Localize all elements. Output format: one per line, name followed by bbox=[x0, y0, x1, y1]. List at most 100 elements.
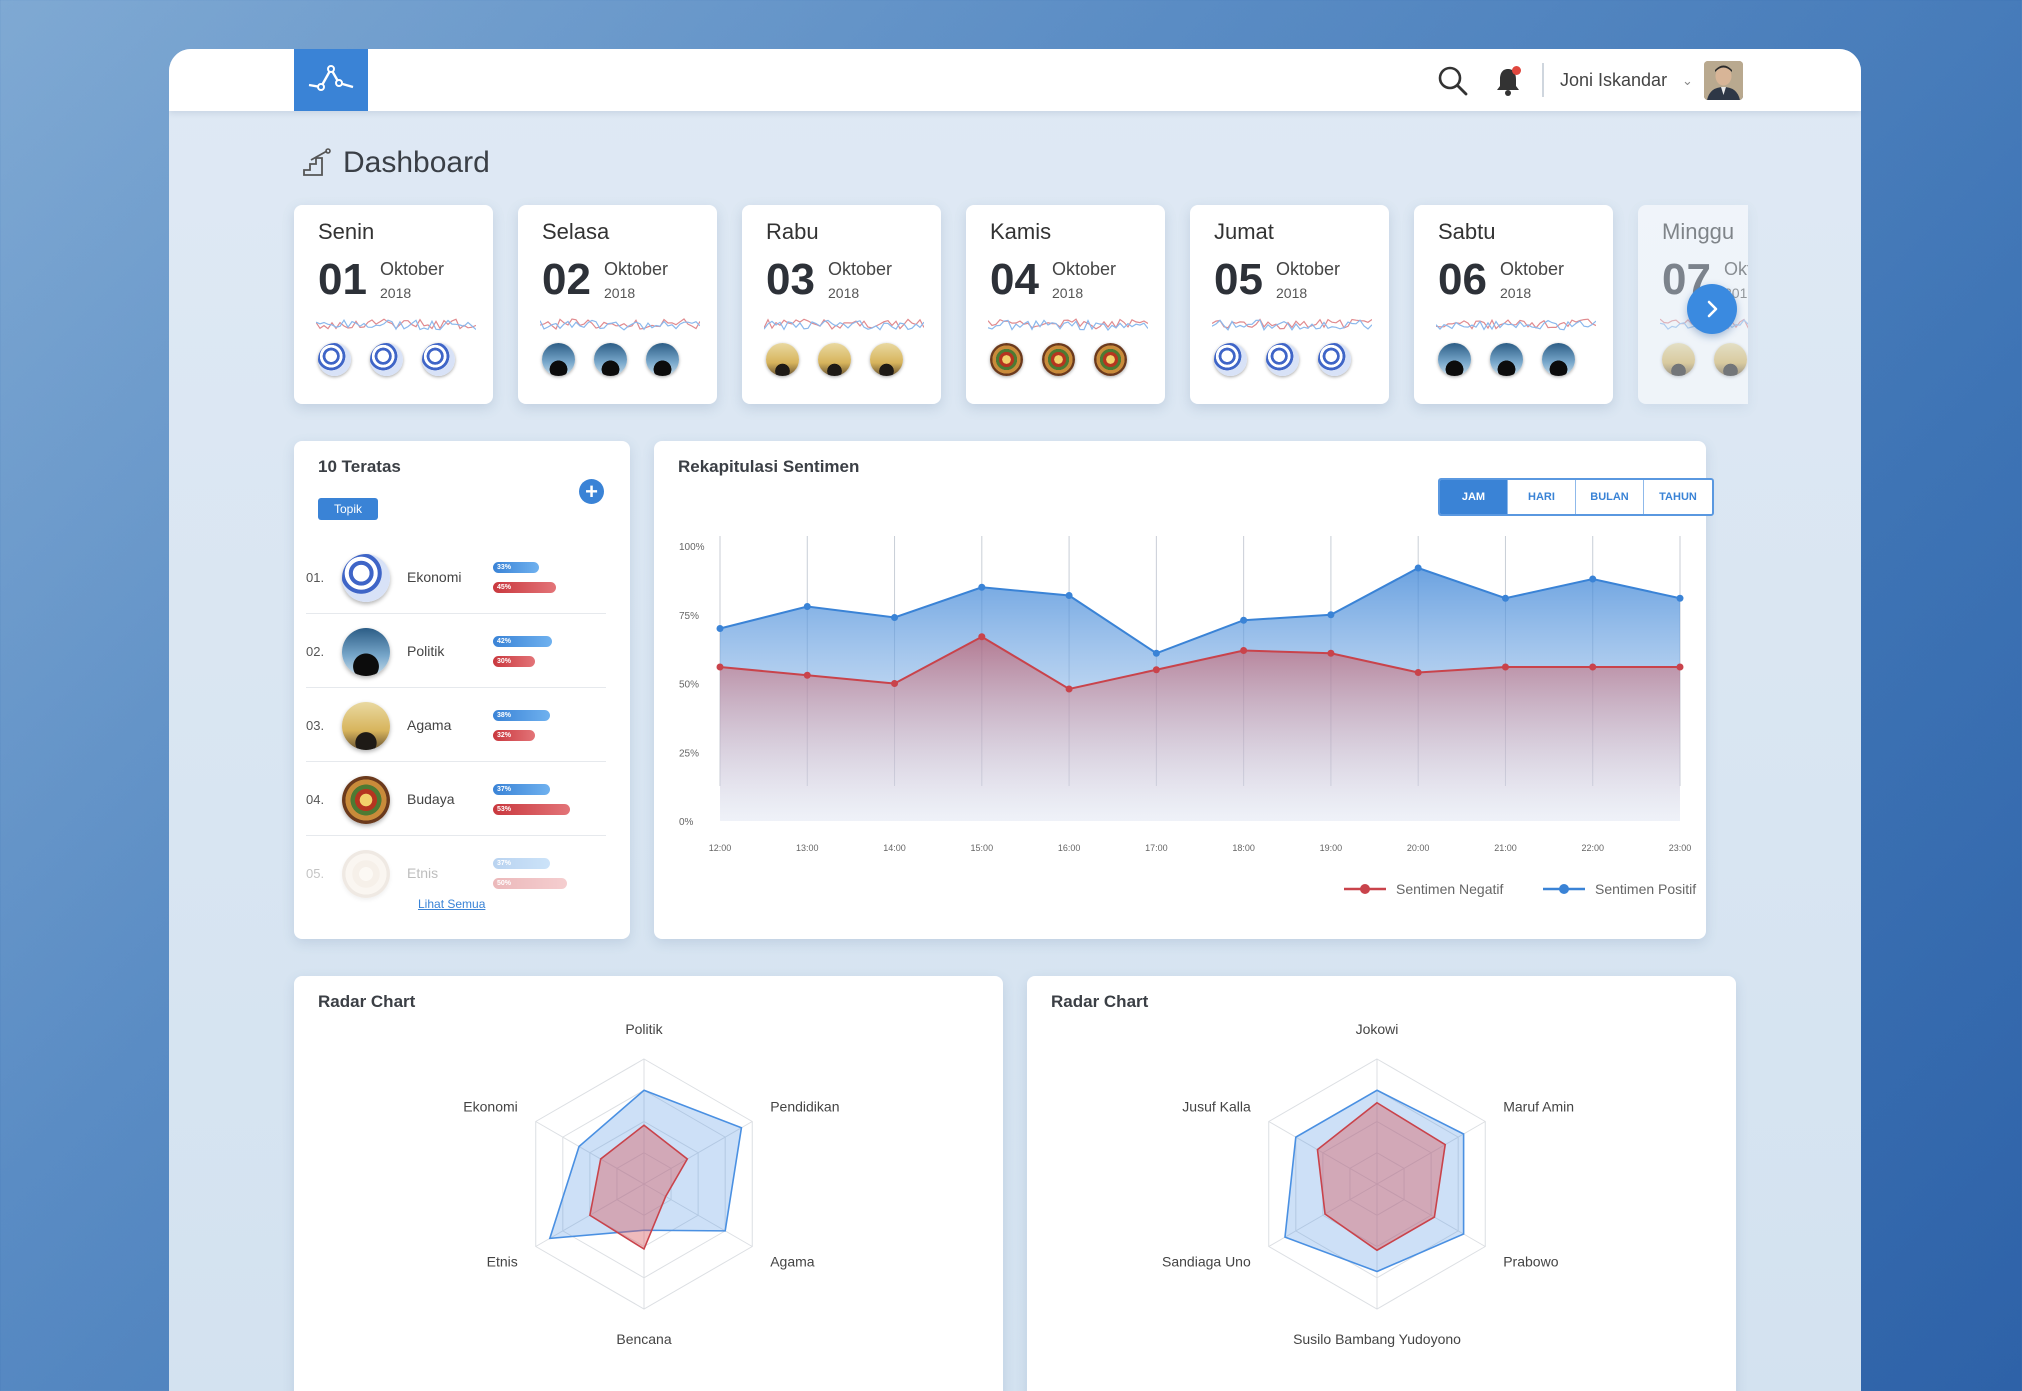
topic-rank: 03. bbox=[306, 718, 325, 733]
sparkline-positive bbox=[988, 319, 1148, 331]
politik-icon bbox=[646, 343, 679, 376]
day-card[interactable]: Jumat 05 Oktober 2018 bbox=[1190, 205, 1389, 404]
negative-bar: 45% bbox=[493, 582, 556, 593]
x-tick-label: 13:00 bbox=[796, 843, 819, 853]
period-toggle: JAM HARI BULAN TAHUN bbox=[1438, 478, 1714, 516]
politik-icon bbox=[1542, 343, 1575, 376]
topic-row[interactable]: 05. Etnis 37% 50% bbox=[306, 836, 606, 910]
politik-icon bbox=[542, 343, 575, 376]
radar-axis-label: Ekonomi bbox=[463, 1099, 517, 1115]
legend-positive-label: Sentimen Positif bbox=[1595, 881, 1697, 897]
x-tick-label: 17:00 bbox=[1145, 843, 1168, 853]
budaya-icon bbox=[1094, 343, 1127, 376]
topic-row[interactable]: 01. Ekonomi 33% 45% bbox=[306, 540, 606, 614]
sparkline-negative bbox=[540, 318, 700, 330]
day-card[interactable]: Rabu 03 Oktober 2018 bbox=[742, 205, 941, 404]
page-title: Dashboard bbox=[343, 146, 490, 179]
panel-title: Rekapitulasi Sentimen bbox=[678, 457, 860, 476]
politik-icon bbox=[594, 343, 627, 376]
panel-title: Radar Chart bbox=[1051, 992, 1149, 1011]
user-name[interactable]: Joni Iskandar bbox=[1560, 70, 1668, 90]
day-year: 2018 bbox=[1276, 285, 1308, 301]
legend-negative[interactable]: Sentimen Negatif bbox=[1344, 881, 1503, 897]
sparkline-positive bbox=[764, 319, 924, 331]
ekonomi-icon bbox=[1318, 343, 1351, 376]
day-month: Oktober bbox=[380, 259, 445, 279]
day-name: Jumat bbox=[1214, 219, 1274, 244]
negative-bar: 53% bbox=[493, 804, 570, 815]
positive-point bbox=[1676, 594, 1684, 602]
topic-row[interactable]: 04. Budaya 37% 53% bbox=[306, 762, 606, 836]
positive-line bbox=[719, 566, 1681, 655]
negative-point bbox=[1414, 669, 1422, 676]
x-tick-label: 18:00 bbox=[1232, 843, 1255, 853]
sparkline-positive bbox=[1660, 319, 1748, 331]
sparkline bbox=[1212, 318, 1372, 331]
radar-chart-topics-panel: Radar Chart Politik Pendidikan Agama Bencan… bbox=[294, 976, 1003, 1391]
ekonomi-icon bbox=[1266, 343, 1299, 376]
sparkline-negative bbox=[764, 318, 924, 330]
positive-point bbox=[1065, 592, 1073, 599]
topic-rank: 01. bbox=[306, 570, 325, 585]
day-month: Oktober bbox=[1276, 259, 1341, 279]
period-tahun-button[interactable]: TAHUN bbox=[1644, 480, 1712, 514]
topic-row[interactable]: 02. Politik 42% 30% bbox=[306, 614, 606, 688]
see-all-link[interactable]: Lihat Semua bbox=[418, 897, 486, 911]
day-name: Selasa bbox=[542, 219, 610, 244]
topic-icons bbox=[1438, 343, 1575, 376]
legend-positive[interactable]: Sentimen Positif bbox=[1543, 881, 1696, 897]
period-hari-button[interactable]: HARI bbox=[1508, 480, 1576, 514]
legend-positive-marker bbox=[1543, 884, 1585, 894]
stairs-chart-icon bbox=[303, 148, 331, 176]
day-year: 2018 bbox=[1052, 285, 1084, 301]
negative-point bbox=[1152, 666, 1160, 674]
radar-chart: Politik Pendidikan Agama Bencana Etnis Ekonom… bbox=[463, 1021, 839, 1347]
negative-point bbox=[1501, 663, 1509, 671]
chevron-down-icon[interactable]: ⌄ bbox=[1682, 73, 1693, 88]
positive-point bbox=[1240, 616, 1248, 624]
positive-point bbox=[1414, 564, 1422, 572]
sparkline bbox=[764, 318, 924, 331]
topic-rank: 05. bbox=[306, 866, 325, 881]
positive-point bbox=[1501, 594, 1509, 602]
topic-icons bbox=[1214, 343, 1351, 376]
ekonomi-icon bbox=[422, 343, 455, 376]
day-card[interactable]: Kamis 04 Oktober 2018 bbox=[966, 205, 1165, 404]
add-topic-button[interactable]: + bbox=[579, 479, 604, 504]
day-month: Oktober bbox=[828, 259, 893, 279]
legend-negative-marker bbox=[1344, 884, 1386, 894]
politik-icon bbox=[1490, 343, 1523, 376]
day-number: 01 bbox=[318, 255, 367, 304]
period-jam-button[interactable]: JAM bbox=[1440, 480, 1508, 514]
negative-bar: 32% bbox=[493, 730, 535, 741]
app-logo[interactable] bbox=[294, 49, 368, 111]
negative-point bbox=[716, 663, 724, 671]
radar-axis-label: Jokowi bbox=[1356, 1021, 1399, 1037]
radar-axis-label: Pendidikan bbox=[770, 1099, 839, 1115]
radar-spoke bbox=[643, 1121, 753, 1185]
radar-negative-polygon bbox=[588, 1124, 689, 1251]
positive-point bbox=[716, 625, 724, 632]
x-tick-label: 21:00 bbox=[1494, 843, 1517, 853]
sparkline bbox=[540, 318, 700, 331]
radar-positive-polygon bbox=[548, 1089, 743, 1240]
positive-bar: 37% bbox=[493, 858, 550, 869]
day-month: Oktober bbox=[1500, 259, 1565, 279]
period-bulan-button[interactable]: BULAN bbox=[1576, 480, 1644, 514]
budaya-icon bbox=[342, 776, 390, 824]
x-tick-label: 12:00 bbox=[709, 843, 732, 853]
agama-icon bbox=[870, 343, 903, 376]
negative-bar: 30% bbox=[493, 656, 535, 667]
radar-axis-label: Bencana bbox=[616, 1331, 671, 1347]
day-card[interactable]: Sabtu 06 Oktober 2018 bbox=[1414, 205, 1613, 404]
page-header: Dashboard bbox=[301, 143, 490, 183]
topic-row[interactable]: 03. Agama 38% 32% bbox=[306, 688, 606, 762]
agama-icon bbox=[1714, 343, 1747, 376]
day-card[interactable]: Senin 01 Oktober 2018 bbox=[294, 205, 493, 404]
sparkline-positive bbox=[316, 319, 476, 331]
avatar[interactable] bbox=[1704, 61, 1743, 100]
search-icon[interactable] bbox=[1437, 65, 1469, 97]
day-card[interactable]: Selasa 02 Oktober 2018 bbox=[518, 205, 717, 404]
topic-filter-chip[interactable]: Topik bbox=[318, 498, 379, 520]
next-days-button[interactable] bbox=[1687, 284, 1737, 334]
